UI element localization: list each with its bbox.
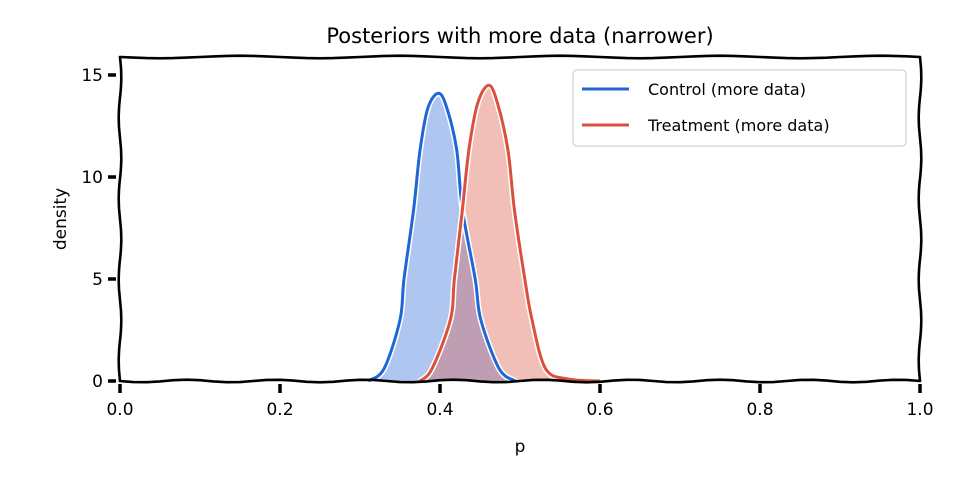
plot-frame-edge — [118, 378, 922, 384]
y-tick-label: 5 — [92, 270, 103, 290]
x-tick-label: 0.6 — [586, 400, 613, 420]
density-line-control — [367, 91, 517, 383]
y-axis-label: density — [51, 188, 71, 250]
y-tick-label: 10 — [81, 168, 103, 188]
y-tick-label: 15 — [81, 66, 103, 86]
plot-area — [117, 54, 923, 384]
density-line-treatment — [418, 83, 601, 383]
legend: Control (more data) Treatment (more data) — [572, 69, 907, 147]
x-axis: 0.0 0.2 0.4 0.6 0.8 1.0 — [106, 384, 934, 420]
x-tick-label: 0.2 — [266, 400, 293, 420]
legend-label-treatment: Treatment (more data) — [647, 116, 830, 135]
y-axis: 0 5 10 15 — [81, 66, 116, 392]
plot-frame-edge — [917, 55, 923, 383]
x-axis-label: p — [515, 437, 526, 457]
plot-frame-edge — [118, 54, 922, 60]
x-tick-label: 1.0 — [906, 400, 933, 420]
plot-frame-edge — [117, 55, 123, 383]
legend-box — [572, 69, 907, 147]
legend-label-control: Control (more data) — [648, 80, 806, 99]
x-tick-label: 0.0 — [106, 400, 133, 420]
x-tick-label: 0.4 — [426, 400, 453, 420]
x-tick-label: 0.8 — [746, 400, 773, 420]
chart-title: Posteriors with more data (narrower) — [326, 24, 713, 48]
y-tick-label: 0 — [92, 372, 103, 392]
